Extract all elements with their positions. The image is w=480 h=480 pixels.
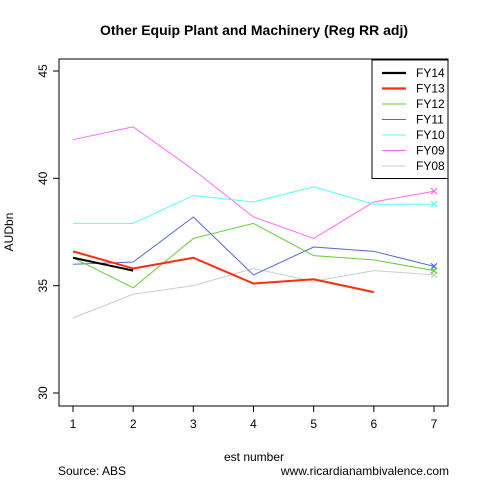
y-tick-label: 45 [36, 64, 50, 78]
series-line [72, 256, 134, 272]
legend-label: FY12 [416, 97, 445, 111]
series-line [72, 126, 435, 239]
series-fy10 [73, 186, 438, 224]
series-layer [72, 126, 438, 319]
x-tick-label: 1 [70, 417, 77, 431]
series-fy08 [72, 267, 438, 319]
website-note: www.ricardianambivalence.com [280, 464, 449, 478]
x-tick-label: 6 [370, 417, 377, 431]
y-tick-label: 40 [36, 171, 50, 185]
chart-title: Other Equip Plant and Machinery (Reg RR … [100, 22, 408, 38]
series-line [72, 267, 435, 319]
end-point-marker [430, 200, 438, 208]
series-fy12 [72, 222, 438, 289]
series-line [72, 250, 375, 294]
series-line [72, 216, 435, 276]
end-point-marker [430, 267, 438, 275]
source-note: Source: ABS [58, 464, 126, 478]
y-axis-label: AUDbn [2, 213, 16, 252]
series-fy09 [72, 126, 438, 239]
legend-label: FY13 [416, 82, 445, 96]
y-axis: 30 35 40 45 [36, 64, 60, 400]
legend-label: FY10 [416, 128, 445, 142]
series-line [73, 186, 434, 224]
x-tick-label: 3 [190, 417, 197, 431]
x-axis-label: est number [224, 450, 284, 464]
x-tick-label: 4 [250, 417, 257, 431]
y-tick-label: 35 [36, 279, 50, 293]
series-fy14 [72, 256, 134, 272]
legend-label: FY08 [416, 159, 445, 173]
end-point-marker [430, 187, 438, 195]
legend-label: FY14 [416, 66, 445, 80]
legend-label: FY11 [416, 113, 444, 127]
series-line [72, 222, 435, 289]
y-tick-label: 30 [36, 386, 50, 400]
legend-label: FY09 [416, 144, 445, 158]
x-tick-label: 5 [310, 417, 317, 431]
series-fy13 [72, 250, 375, 294]
x-tick-label: 2 [130, 417, 137, 431]
x-axis: 1 2 3 4 5 6 7 [70, 405, 438, 431]
x-tick-label: 7 [431, 417, 438, 431]
